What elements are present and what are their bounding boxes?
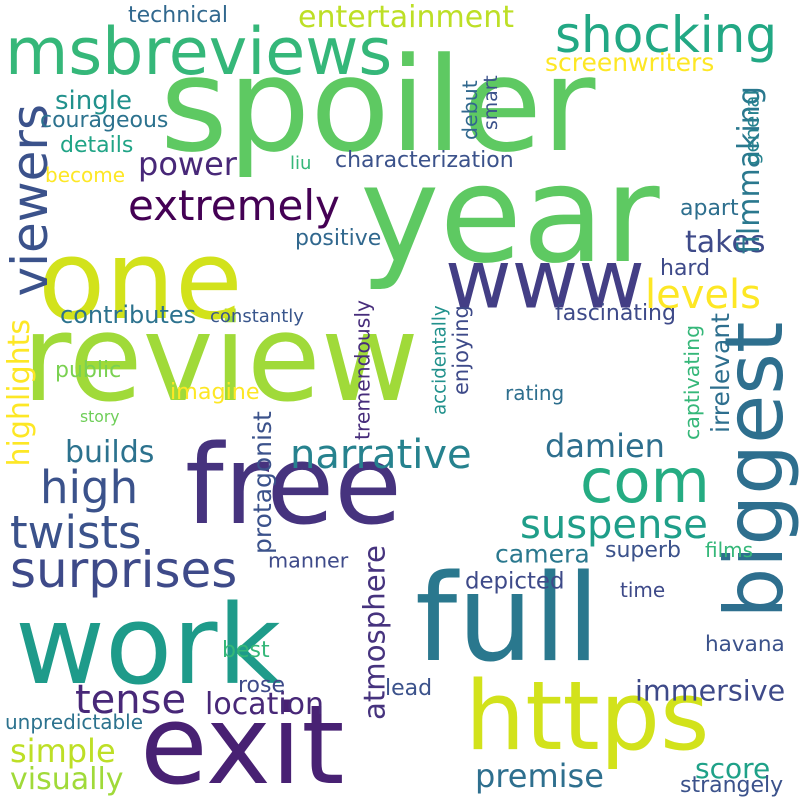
word-simple: simple xyxy=(10,732,116,770)
word-public: public xyxy=(55,358,122,383)
word-courageous: courageous xyxy=(40,108,169,133)
word-surprises: surprises xyxy=(10,541,238,599)
word-become: become xyxy=(45,163,126,187)
word-time: time xyxy=(620,578,666,602)
word-depicted: depicted xyxy=(465,568,565,595)
word-year: year xyxy=(360,136,660,293)
word-irrelevant: irrelevant xyxy=(706,313,735,433)
word-suspense: suspense xyxy=(520,502,708,548)
word-films: films xyxy=(705,538,754,562)
word-characterization: characterization xyxy=(335,148,514,173)
word-rating: rating xyxy=(505,381,565,405)
word-com: com xyxy=(580,447,710,517)
word-free: free xyxy=(185,421,402,549)
word-single: single xyxy=(55,86,132,116)
word-msbreviews: msbreviews xyxy=(5,15,393,90)
word-immersive: immersive xyxy=(635,673,786,708)
word-debut: debut xyxy=(458,80,482,140)
word-details: details xyxy=(60,133,134,158)
word-constantly: constantly xyxy=(210,306,304,327)
word-story: story xyxy=(80,407,120,426)
word-power: power xyxy=(138,145,237,183)
word-camera: camera xyxy=(495,539,590,569)
word-hard: hard xyxy=(660,256,711,281)
word-narrative: narrative xyxy=(290,432,472,478)
word-location: location xyxy=(205,687,325,722)
word-fascinating: fascinating xyxy=(555,301,676,326)
word-spoiler: spoiler xyxy=(160,29,596,181)
word-full: full xyxy=(415,550,600,689)
word-extremely: extremely xyxy=(128,181,340,230)
word-builds: builds xyxy=(65,435,155,470)
word-contributes: contributes xyxy=(60,301,197,329)
word-imagine: imagine xyxy=(170,379,260,405)
word-takes: takes xyxy=(685,225,766,260)
word-smart: smart xyxy=(481,75,502,130)
word-liu: liu xyxy=(290,153,312,174)
word-havana: havana xyxy=(705,632,785,657)
word-positive: positive xyxy=(295,226,382,251)
word-entertainment: entertainment xyxy=(298,0,514,35)
word-manner: manner xyxy=(268,548,349,573)
word-captivating: captivating xyxy=(680,324,704,440)
word-twists: twists xyxy=(10,506,142,559)
word-shocking: shocking xyxy=(555,6,778,64)
word-high: high xyxy=(40,461,139,514)
word-rose: rose xyxy=(238,673,286,698)
word-tense: tense xyxy=(75,677,187,723)
word-one: one xyxy=(38,216,243,344)
word-technical: technical xyxy=(128,3,228,28)
word-work: work xyxy=(15,581,282,709)
word-highlights: highlights xyxy=(2,318,37,467)
word-enjoying: enjoying xyxy=(448,305,473,395)
word-strangely: strangely xyxy=(680,773,784,798)
word-superb: superb xyxy=(605,538,681,563)
word-tremendously: tremendously xyxy=(350,299,375,440)
word-review: review xyxy=(22,290,419,429)
word-damien: damien xyxy=(545,427,665,465)
word-apart: apart xyxy=(680,196,739,221)
word-visually: visually xyxy=(10,762,124,797)
word-unpredictable: unpredictable xyxy=(5,710,144,734)
word-screenwriters: screenwriters xyxy=(545,48,715,77)
word-levels: levels xyxy=(645,272,761,318)
word-accidentally: accidentally xyxy=(429,305,451,415)
word-https: https xyxy=(465,662,710,772)
word-score: score xyxy=(695,752,771,785)
word-www: www xyxy=(445,232,645,328)
word-exit: exit xyxy=(140,681,345,800)
word-protagonist: protagonist xyxy=(248,411,277,554)
word-best: best xyxy=(222,638,270,663)
word-general: general xyxy=(740,90,764,165)
word-premise: premise xyxy=(475,757,604,795)
word-lead: lead xyxy=(385,676,433,701)
